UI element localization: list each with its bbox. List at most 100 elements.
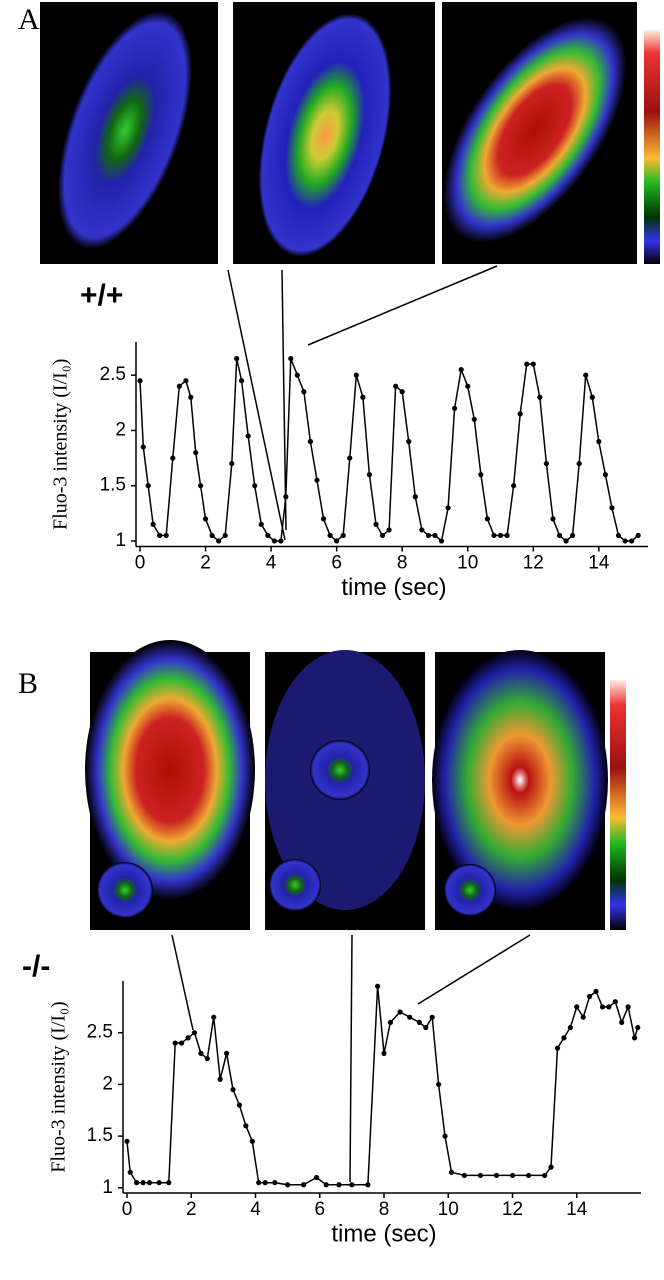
arrow xyxy=(349,934,353,1183)
data-point xyxy=(320,516,327,522)
data-point xyxy=(583,372,589,378)
panel-label: B xyxy=(18,667,38,700)
data-point xyxy=(140,1180,146,1186)
data-point xyxy=(234,355,240,362)
data-point xyxy=(631,1035,638,1041)
data-point xyxy=(425,532,432,539)
x-tick-label: 10 xyxy=(438,1199,459,1220)
x-tick-label: 6 xyxy=(314,1199,325,1220)
data-point xyxy=(150,521,156,527)
data-point xyxy=(163,532,169,539)
x-tick-label: 2 xyxy=(200,553,211,574)
data-point xyxy=(349,1182,355,1188)
data-point xyxy=(438,538,445,544)
data-point xyxy=(202,516,209,522)
trace xyxy=(139,358,639,543)
data-point xyxy=(619,1019,625,1025)
y-tick-label: 1.5 xyxy=(87,1125,113,1146)
data-point xyxy=(301,389,307,395)
data-point xyxy=(336,1182,342,1188)
data-point xyxy=(145,483,151,489)
data-point xyxy=(193,449,199,456)
data-point xyxy=(530,361,536,367)
data-point xyxy=(272,1180,278,1186)
data-point xyxy=(347,455,353,461)
y-tick-label: 1 xyxy=(102,1177,113,1198)
data-point xyxy=(602,472,608,478)
x-tick-label: 4 xyxy=(250,1199,261,1220)
data-point xyxy=(477,1172,483,1179)
data-point xyxy=(452,405,458,411)
data-point xyxy=(609,505,615,511)
y-tick-label: 1.5 xyxy=(100,475,126,496)
x-tick-label: 2 xyxy=(186,1199,197,1220)
images-a xyxy=(40,2,660,264)
data-point xyxy=(574,1004,580,1010)
data-point xyxy=(493,1172,500,1179)
data-point xyxy=(156,1180,162,1186)
data-point xyxy=(445,505,451,511)
images-b xyxy=(85,640,626,930)
data-point xyxy=(432,532,438,539)
data-point xyxy=(211,1014,217,1020)
data-point xyxy=(323,1182,329,1188)
data-point xyxy=(252,483,258,489)
y-tick-label: 2 xyxy=(115,419,126,440)
data-point xyxy=(416,1019,422,1025)
data-point xyxy=(442,1133,448,1139)
data-point xyxy=(580,1014,586,1020)
data-point xyxy=(340,532,346,539)
data-point xyxy=(548,1164,554,1170)
data-point xyxy=(504,532,510,539)
data-point xyxy=(185,1035,191,1041)
data-point xyxy=(615,532,622,539)
cell xyxy=(269,859,321,911)
data-point xyxy=(543,460,550,467)
data-point xyxy=(542,1172,548,1179)
panel-label: A xyxy=(18,3,40,36)
color-bar xyxy=(644,30,660,264)
data-point xyxy=(249,1138,255,1144)
y-tick-label: 2.5 xyxy=(87,1022,113,1043)
data-point xyxy=(288,355,294,362)
genotype-label: -/- xyxy=(22,950,50,983)
data-point xyxy=(587,993,593,1000)
data-point xyxy=(313,1174,320,1181)
y-axis-label: Fluo-3 intensity (I/I₀) xyxy=(48,1001,70,1172)
data-point xyxy=(599,1004,606,1010)
data-point xyxy=(461,1172,467,1179)
data-point xyxy=(127,1169,133,1175)
x-tick-label: 12 xyxy=(502,1199,523,1220)
data-point xyxy=(166,1180,172,1186)
data-point xyxy=(262,1180,268,1186)
data-point xyxy=(230,1086,236,1093)
data-point xyxy=(399,389,405,395)
data-point xyxy=(204,1055,210,1062)
data-point xyxy=(554,1045,561,1051)
data-point xyxy=(222,532,228,539)
data-point xyxy=(517,411,523,417)
data-point xyxy=(423,1024,429,1031)
data-point xyxy=(301,1182,307,1188)
data-point xyxy=(373,521,379,527)
x-tick-label: 6 xyxy=(331,553,342,574)
x-tick-label: 14 xyxy=(588,553,610,574)
data-point xyxy=(285,1182,291,1188)
data-point xyxy=(245,433,251,439)
data-point xyxy=(596,438,602,445)
y-axis-label: Fluo-3 intensity (I/I₀) xyxy=(50,359,72,530)
x-tick-label: 4 xyxy=(266,553,277,574)
x-tick-label: 0 xyxy=(135,553,146,574)
genotype-label: +/+ xyxy=(80,279,123,312)
data-point xyxy=(360,394,366,400)
data-point xyxy=(386,527,392,533)
data-point xyxy=(429,1014,435,1020)
data-point xyxy=(374,983,381,989)
data-point xyxy=(491,532,497,539)
data-point xyxy=(622,538,628,544)
data-point xyxy=(625,1004,631,1010)
data-point xyxy=(188,394,194,400)
data-point xyxy=(198,1050,204,1056)
data-point xyxy=(334,538,340,544)
